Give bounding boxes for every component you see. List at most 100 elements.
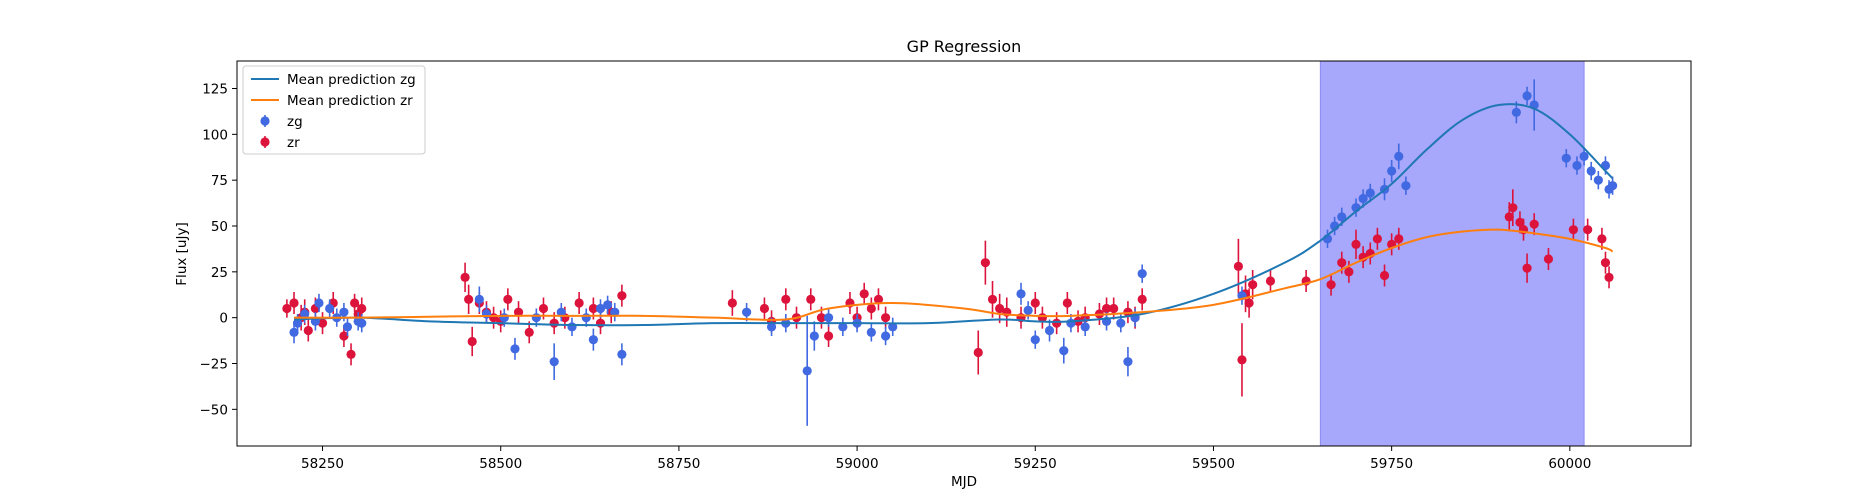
zg-point [610,307,620,317]
zr-point [1522,263,1532,273]
y-tick-label: 75 [211,173,228,189]
zr-point [1052,318,1062,328]
zr-point [574,298,584,308]
zr-point [346,349,356,359]
zr-point [1568,225,1578,235]
legend-entry-label: Mean prediction zr [287,93,413,109]
zg-point [300,309,310,319]
x-tick-label: 59750 [1370,456,1413,472]
zg-point [567,322,577,332]
zg-point [1080,322,1090,332]
zr-point [549,318,559,328]
zr-point [1233,261,1244,271]
x-tick-label: 58250 [301,456,344,472]
legend-entry-label: zr [287,135,300,151]
zr-point [1583,225,1593,235]
zr-point [1543,254,1554,264]
zr-point [1265,276,1276,286]
x-tick-label: 58750 [657,456,700,472]
zr-point [1337,258,1347,268]
zg-point [1607,181,1618,191]
zg-point [809,331,819,341]
zg-point [581,313,591,323]
zr-point [1244,298,1254,308]
zr-point [1508,203,1518,213]
zg-point [1522,91,1532,101]
legend-swatch [260,137,270,147]
zg-point [289,327,299,337]
x-axis-label: MJD [951,474,977,490]
zr-point [1372,234,1382,244]
zg-point [339,307,349,317]
zr-mean-line [294,228,1614,321]
zr-point [503,294,513,304]
zr-point [460,272,470,282]
zr-point [595,318,606,328]
zg-point [1593,175,1603,185]
zr-point [816,313,827,323]
highlight-span [1319,60,1585,447]
zr-point [1529,219,1539,229]
zg-point [1579,151,1589,161]
zr-point [524,327,534,337]
zg-point [1030,335,1040,345]
legend-entry-label: zg [287,114,303,130]
zr-point [1600,258,1611,268]
zr-point [1237,355,1247,365]
zg-point [838,322,848,332]
prediction-lines-layer [293,103,1614,327]
zr-point [973,347,983,358]
zg-point [474,294,484,304]
zr-point [357,303,367,314]
zg-point [499,313,509,323]
zg-point [1116,318,1126,328]
x-tick-label: 59250 [1014,456,1057,472]
zg-point [595,303,606,314]
zg-point [880,331,891,341]
zg-point [823,313,834,323]
zg-point [1394,151,1404,161]
zg-point [325,303,335,314]
zr-point [859,289,869,299]
zr-point [1351,239,1361,249]
zr-point [1344,267,1354,277]
highlight-span-layer [1319,60,1585,447]
zr-point [1394,234,1404,244]
zr-point [987,294,998,304]
zg-point [481,309,492,319]
y-tick-label: −25 [200,357,229,373]
y-axis-label: Flux [uJy] [174,222,190,285]
zr-point [339,331,349,341]
zr-point [1248,280,1258,290]
zr-point [823,331,834,341]
zr-point [1137,294,1147,304]
zg-point [342,322,353,332]
zr-point [1062,298,1072,308]
zg-point [1023,305,1033,315]
zr-points-layer [282,189,1614,397]
zr-point [1604,272,1614,282]
x-axis: 58250 58500 58750 59000 59250 59500 59750 60000 [301,446,1591,472]
legend-box [242,65,426,155]
x-tick-label: 60000 [1548,456,1591,472]
zg-point [588,335,598,345]
zr-point [866,303,876,314]
y-tick-label: 100 [202,127,228,143]
y-axis: −50 −25 0 25 50 75 100 125 [200,82,237,418]
y-tick-label: 25 [211,265,228,281]
zg-point [1365,188,1375,198]
zr-point [873,294,884,304]
zr-point [727,298,737,308]
legend-entry-label: Mean prediction zg [287,72,416,88]
zr-point [282,303,292,314]
zg-point [1137,269,1147,279]
y-tick-label: 125 [202,82,228,98]
axes-frame [236,60,1692,447]
zg-point [1059,346,1069,356]
zg-point [1401,181,1411,191]
zr-point [980,258,990,268]
zr-point [1379,270,1390,281]
zg-point [603,300,613,310]
zr-point [781,294,791,304]
